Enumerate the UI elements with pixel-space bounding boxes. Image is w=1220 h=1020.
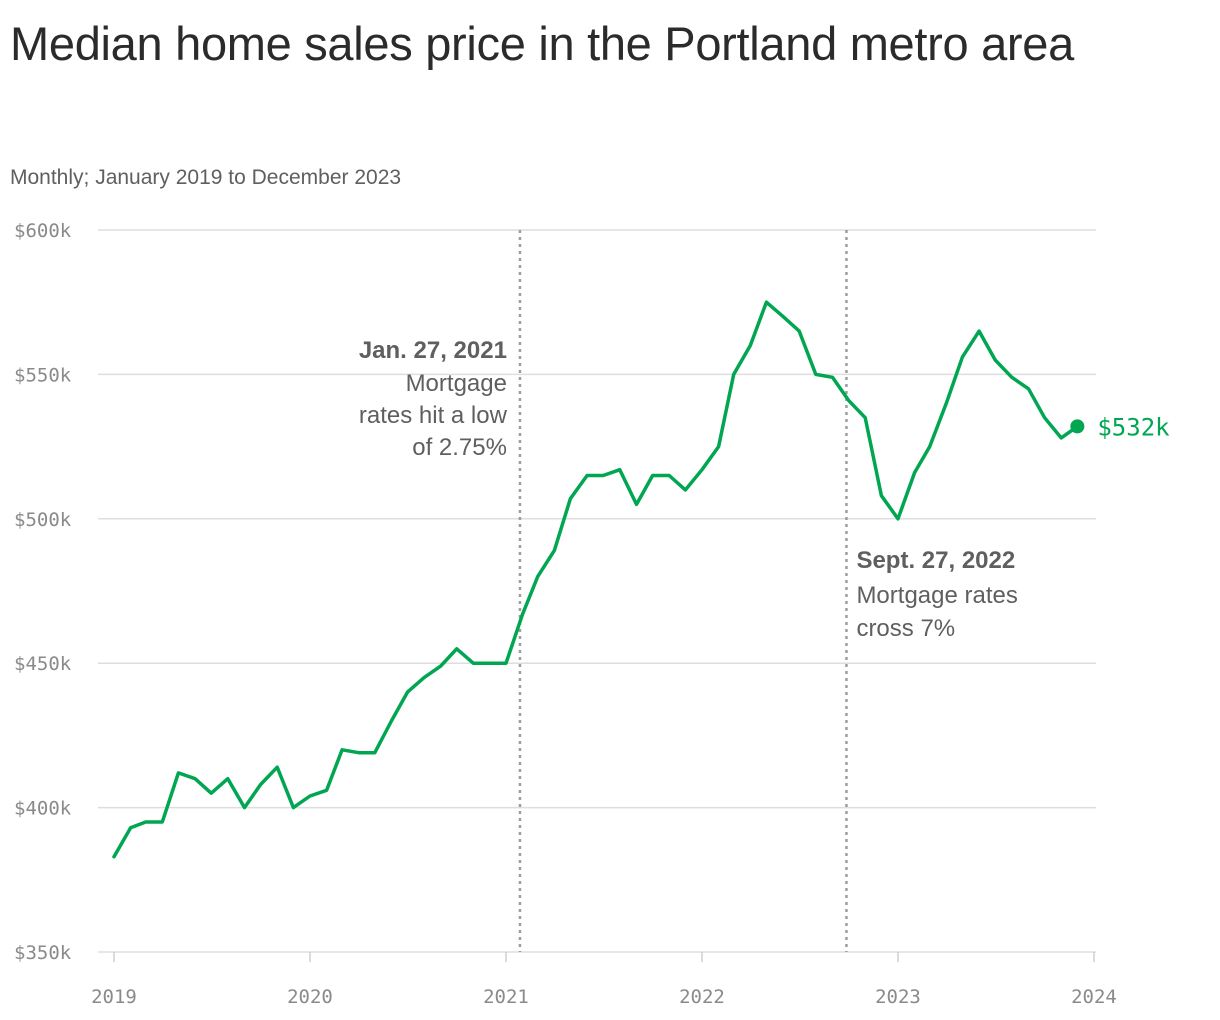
end-point-marker bbox=[1070, 419, 1085, 434]
annotation-text: cross 7% bbox=[856, 615, 955, 642]
y-tick-label: $550k bbox=[14, 364, 72, 386]
y-tick-label: $600k bbox=[14, 220, 72, 242]
y-tick-label: $450k bbox=[14, 653, 72, 675]
x-tick-label: 2022 bbox=[679, 986, 725, 1008]
annotation-text: Mortgage bbox=[406, 370, 507, 397]
x-tick-label: 2023 bbox=[875, 986, 921, 1008]
series-line bbox=[112, 300, 1080, 859]
x-tick-label: 2019 bbox=[91, 986, 137, 1008]
y-tick-label: $400k bbox=[14, 798, 72, 820]
chart-subtitle: Monthly; January 2019 to December 2023 bbox=[10, 166, 402, 189]
y-tick-label: $350k bbox=[14, 942, 72, 964]
annotation-text: rates hit a low bbox=[359, 402, 508, 429]
annotation-heading: Jan. 27, 2021 bbox=[359, 337, 507, 364]
annotation-heading: Sept. 27, 2022 bbox=[856, 547, 1015, 574]
x-tick-label: 2021 bbox=[483, 986, 529, 1008]
end-value-label: $532k bbox=[1097, 413, 1170, 441]
x-tick-label: 2024 bbox=[1071, 986, 1117, 1008]
annotation-text: of 2.75% bbox=[412, 434, 507, 461]
y-tick-label: $500k bbox=[14, 509, 72, 531]
x-tick-label: 2020 bbox=[287, 986, 333, 1008]
chart-title: Median home sales price in the Portland … bbox=[10, 17, 1074, 70]
annotation-text: Mortgage rates bbox=[856, 582, 1017, 609]
